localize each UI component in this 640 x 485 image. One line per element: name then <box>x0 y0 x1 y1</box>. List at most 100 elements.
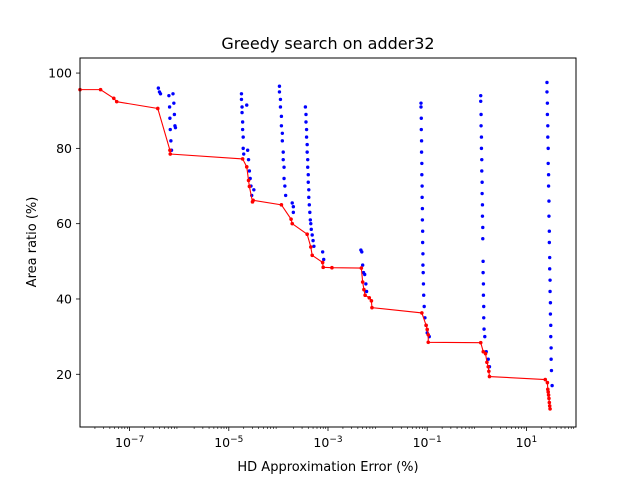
pareto-point <box>244 165 249 169</box>
pareto-point <box>487 374 492 379</box>
y-axis-ticks: 20 40 60 80 100 <box>48 66 80 382</box>
pareto-point <box>114 99 119 104</box>
pareto-point <box>360 280 365 284</box>
candidate-point <box>545 80 549 85</box>
candidate-point <box>546 135 550 139</box>
pareto-point <box>240 157 245 161</box>
candidate-point <box>309 221 313 226</box>
pareto-point <box>547 396 551 401</box>
pareto-point <box>155 106 160 111</box>
pareto-point <box>485 360 489 365</box>
candidate-point <box>421 270 425 275</box>
candidate-point <box>419 139 424 143</box>
candidate-point <box>245 103 249 107</box>
pareto-point <box>168 148 172 153</box>
candidate-point <box>282 165 286 169</box>
candidate-point <box>482 316 486 320</box>
y-tick-label: 80 <box>56 141 72 156</box>
candidate-point <box>549 334 553 339</box>
candidate-point <box>279 114 284 119</box>
candidate-point <box>480 214 485 218</box>
candidate-point <box>291 210 296 215</box>
candidate-point <box>420 161 424 166</box>
pareto-point <box>487 369 491 374</box>
candidate-point <box>173 125 178 130</box>
candidate-point <box>482 304 486 309</box>
plot-marks <box>78 80 554 411</box>
candidate-point <box>420 173 424 177</box>
candidate-point <box>547 240 552 245</box>
pareto-point <box>546 390 550 394</box>
candidate-point <box>480 157 484 162</box>
pareto-point <box>426 340 431 345</box>
candidate-point <box>550 383 554 388</box>
candidate-point <box>419 105 423 109</box>
candidate-point <box>422 304 426 309</box>
candidate-point <box>479 93 483 98</box>
pareto-point <box>543 377 548 382</box>
candidate-point <box>278 97 283 102</box>
candidate-point <box>481 293 486 297</box>
pareto-point <box>545 380 550 385</box>
candidate-point <box>322 257 326 262</box>
candidate-point <box>167 105 172 109</box>
candidate-point <box>547 214 551 218</box>
candidate-point <box>422 293 426 297</box>
pareto-point <box>426 332 431 337</box>
candidate-point <box>158 92 163 96</box>
x-axis-label: HD Approximation Error (%) <box>237 460 418 475</box>
pareto-point <box>310 253 314 258</box>
candidate-point <box>167 93 171 98</box>
candidate-point <box>277 84 282 88</box>
candidate-point <box>306 180 310 184</box>
candidate-point <box>481 259 485 264</box>
candidate-point <box>363 272 367 277</box>
chart-title: Greedy search on adder32 <box>221 34 434 53</box>
candidate-point <box>549 357 553 361</box>
candidate-point <box>479 124 483 128</box>
candidate-point <box>364 282 368 286</box>
y-tick-label: 60 <box>56 216 72 231</box>
candidate-point <box>480 191 484 196</box>
candidate-point <box>246 157 251 162</box>
pareto-point <box>289 217 293 221</box>
candidate-point <box>480 203 485 207</box>
candidate-point <box>483 334 487 339</box>
candidate-point <box>241 135 245 139</box>
candidate-point <box>240 120 245 124</box>
pareto-point <box>370 305 374 310</box>
candidate-point <box>545 112 550 117</box>
pareto-point <box>251 198 255 203</box>
pareto-point <box>546 387 550 392</box>
x-tick-label: 10−5 <box>214 435 243 450</box>
candidate-point <box>480 180 484 184</box>
pareto-front-line <box>80 89 551 409</box>
candidate-point <box>303 105 308 109</box>
candidate-point <box>283 193 288 198</box>
candidate-point <box>306 173 310 177</box>
candidate-point <box>546 161 550 166</box>
candidate-point <box>481 225 485 230</box>
candidate-point <box>548 255 552 260</box>
pareto-point <box>98 87 103 92</box>
candidate-point <box>364 289 369 294</box>
candidate-point <box>420 240 425 245</box>
candidate-point <box>549 323 553 328</box>
candidate-point <box>242 152 246 156</box>
candidate-point <box>169 139 173 143</box>
y-tick-label: 40 <box>56 291 72 306</box>
candidate-point <box>548 278 552 282</box>
x-tick-label: 10−3 <box>313 435 342 450</box>
candidate-point <box>290 201 294 205</box>
pareto-point <box>309 245 313 249</box>
candidate-point <box>549 368 554 373</box>
candidate-point <box>546 184 551 188</box>
y-axis-label: Area ratio (%) <box>25 197 40 288</box>
pareto-point <box>424 323 428 328</box>
candidate-point <box>320 250 325 254</box>
candidate-point <box>420 195 424 200</box>
candidate-point <box>283 184 287 188</box>
pareto-point <box>359 266 364 270</box>
pareto-point <box>486 364 491 369</box>
candidate-point <box>281 150 285 154</box>
